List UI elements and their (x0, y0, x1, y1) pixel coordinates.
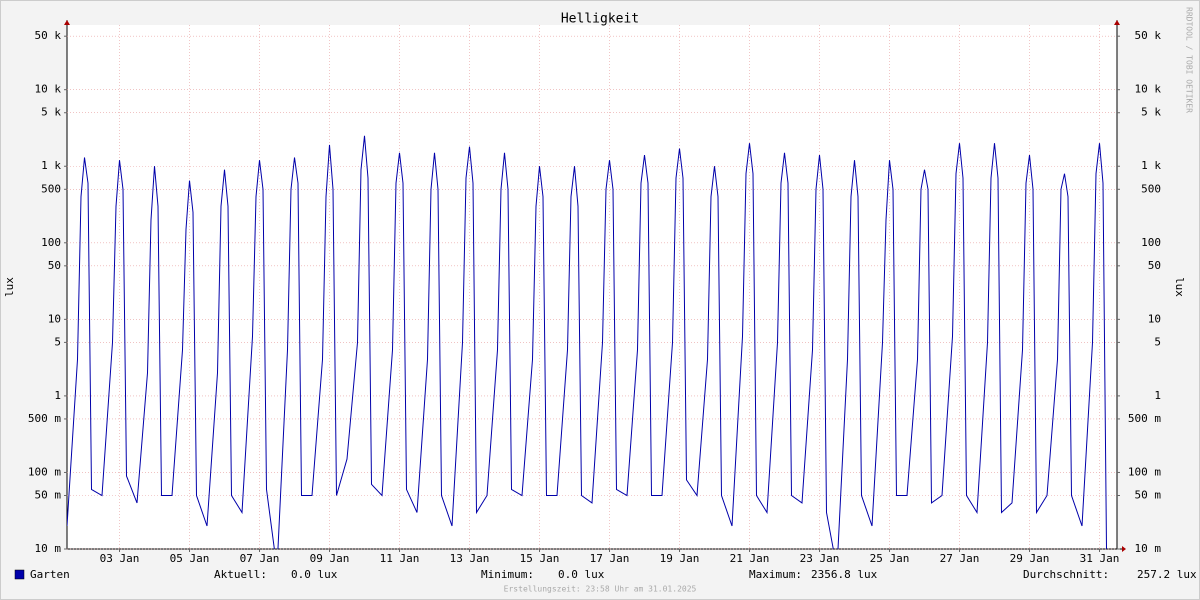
y-tick-label: 1 k (41, 159, 61, 172)
y-tick-label: 50 m (35, 488, 62, 501)
stat-label: Minimum: (481, 568, 534, 581)
stat-value: 0.0 lux (558, 568, 605, 581)
legend-label: Garten (30, 568, 70, 581)
x-tick-label: 17 Jan (590, 552, 630, 565)
y-tick-label: 50 (48, 259, 61, 272)
watermark: RRDTOOL / TOBI OETIKER (1185, 7, 1194, 113)
x-tick-label: 19 Jan (660, 552, 700, 565)
y-tick-label-right: 5 k (1141, 106, 1161, 119)
x-tick-label: 25 Jan (870, 552, 910, 565)
chart-title: Helligkeit (561, 12, 639, 27)
y-tick-label: 5 (54, 335, 61, 348)
y-axis-label: lux (3, 277, 16, 297)
y-tick-label-right: 10 m (1135, 542, 1162, 555)
y-tick-label: 50 k (35, 29, 62, 42)
legend-swatch (14, 569, 25, 580)
x-tick-label: 23 Jan (800, 552, 840, 565)
y-tick-label: 100 m (28, 465, 61, 478)
y-tick-label-right: 50 k (1135, 29, 1162, 42)
x-tick-label: 03 Jan (100, 552, 140, 565)
x-tick-label: 29 Jan (1010, 552, 1050, 565)
stat-value: 257.2 lux (1137, 568, 1197, 581)
y-tick-label: 500 m (28, 412, 61, 425)
y-tick-label-right: 1 (1154, 389, 1161, 402)
stat-label: Maximum: (749, 568, 802, 581)
data-line (67, 135, 1108, 549)
x-tick-label: 27 Jan (940, 552, 980, 565)
y-tick-label-right: 5 (1154, 335, 1161, 348)
y-tick-label-right: 500 (1141, 182, 1161, 195)
stat-label: Aktuell: (214, 568, 267, 581)
y-tick-label: 100 (41, 236, 61, 249)
y-tick-label: 10 (48, 312, 61, 325)
arrow (1114, 20, 1120, 25)
y-tick-label-right: 50 (1148, 259, 1161, 272)
y-tick-label: 500 (41, 182, 61, 195)
stat-value: 2356.8 lux (811, 568, 878, 581)
y-tick-label-right: 100 m (1128, 465, 1161, 478)
y-axis-label-right: lux (1173, 277, 1186, 297)
y-tick-label-right: 100 (1141, 236, 1161, 249)
grid (67, 25, 1117, 550)
x-tick-label: 05 Jan (170, 552, 210, 565)
stat-label: Durchschnitt: (1023, 568, 1109, 581)
stat-value: 0.0 lux (291, 568, 338, 581)
x-tick-label: 31 Jan (1080, 552, 1120, 565)
y-tick-label: 1 (54, 389, 61, 402)
x-tick-label: 21 Jan (730, 552, 770, 565)
y-tick-label-right: 10 (1148, 312, 1161, 325)
x-tick-label: 13 Jan (450, 552, 490, 565)
y-tick-label: 10 m (35, 542, 62, 555)
x-tick-label: 11 Jan (380, 552, 420, 565)
y-tick-label-right: 500 m (1128, 412, 1161, 425)
footer: Erstellungszeit: 23:58 Uhr am 31.01.2025 (504, 585, 697, 594)
x-tick-label: 07 Jan (240, 552, 280, 565)
x-tick-label: 09 Jan (310, 552, 350, 565)
arrow (1122, 546, 1126, 552)
y-tick-label: 5 k (41, 106, 61, 119)
y-tick-label-right: 1 k (1141, 159, 1161, 172)
y-tick-label-right: 10 k (1135, 83, 1162, 96)
arrow (64, 20, 70, 25)
x-tick-label: 15 Jan (520, 552, 560, 565)
y-tick-label: 10 k (35, 83, 62, 96)
y-tick-label-right: 50 m (1135, 488, 1162, 501)
plot-area (67, 25, 1117, 549)
